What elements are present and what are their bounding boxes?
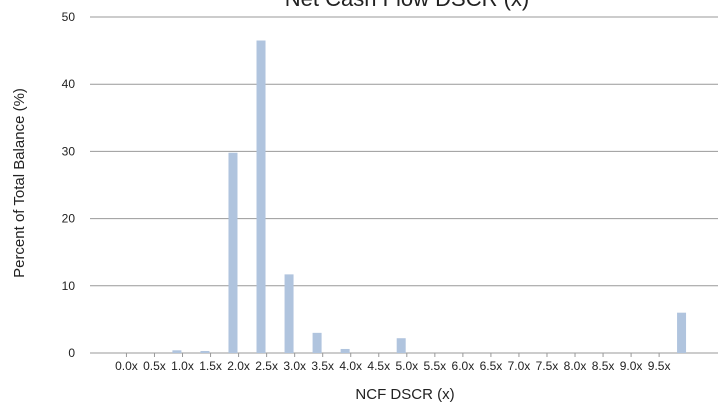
- x-tick-label-2: 1.0x: [171, 359, 194, 373]
- y-axis-label: Percent of Total Balance (%): [11, 88, 28, 278]
- bar-7: [396, 338, 406, 353]
- x-tick-label-9: 4.5x: [367, 359, 390, 373]
- bar-8: [677, 312, 687, 353]
- y-tick-label-3: 30: [62, 144, 76, 158]
- bars: [172, 40, 687, 354]
- bar-1: [200, 350, 210, 353]
- y-tick-label-0: 0: [68, 346, 75, 360]
- bar-3: [256, 40, 266, 354]
- x-tick-label-5: 2.5x: [255, 359, 278, 373]
- x-tick-label-1: 0.5x: [143, 359, 166, 373]
- x-tick-label-6: 3.0x: [283, 359, 306, 373]
- bar-0: [172, 350, 182, 353]
- x-tick-label-3: 1.5x: [199, 359, 222, 373]
- x-tick-label-0: 0.0x: [115, 359, 138, 373]
- chart-title: Net Cash Flow DSCR (x): [285, 0, 529, 11]
- x-tick-label-11: 5.5x: [423, 359, 446, 373]
- x-tick-label-19: 9.5x: [648, 359, 671, 373]
- x-tick-label-16: 8.0x: [564, 359, 587, 373]
- x-tick-label-17: 8.5x: [592, 359, 615, 373]
- bar-5: [312, 332, 322, 353]
- y-tick-label-1: 10: [62, 279, 76, 293]
- x-tick-label-14: 7.0x: [508, 359, 531, 373]
- x-tick-label-8: 4.0x: [339, 359, 362, 373]
- y-tick-label-2: 20: [62, 212, 76, 226]
- x-tick-label-18: 9.0x: [620, 359, 643, 373]
- y-axis-ticks: 0 10 20 30 40 50: [62, 10, 76, 360]
- bar-6: [340, 348, 350, 353]
- x-tick-label-4: 2.0x: [227, 359, 250, 373]
- x-axis-ticks: 0.0x 0.5x 1.0x 1.5x 2.0x 2.5x 3.0x 3.5x 4.0x 4.5x…: [115, 353, 670, 373]
- x-tick-label-12: 6.0x: [452, 359, 475, 373]
- x-tick-label-7: 3.5x: [311, 359, 334, 373]
- y-tick-label-4: 40: [62, 77, 76, 91]
- bar-2: [228, 152, 238, 353]
- gridlines: [90, 16, 718, 354]
- x-axis-label: NCF DSCR (x): [355, 386, 454, 403]
- y-tick-label-5: 50: [62, 10, 76, 24]
- x-tick-label-15: 7.5x: [536, 359, 559, 373]
- x-tick-label-13: 6.5x: [480, 359, 503, 373]
- bar-4: [284, 274, 294, 353]
- x-tick-label-10: 5.0x: [395, 359, 418, 373]
